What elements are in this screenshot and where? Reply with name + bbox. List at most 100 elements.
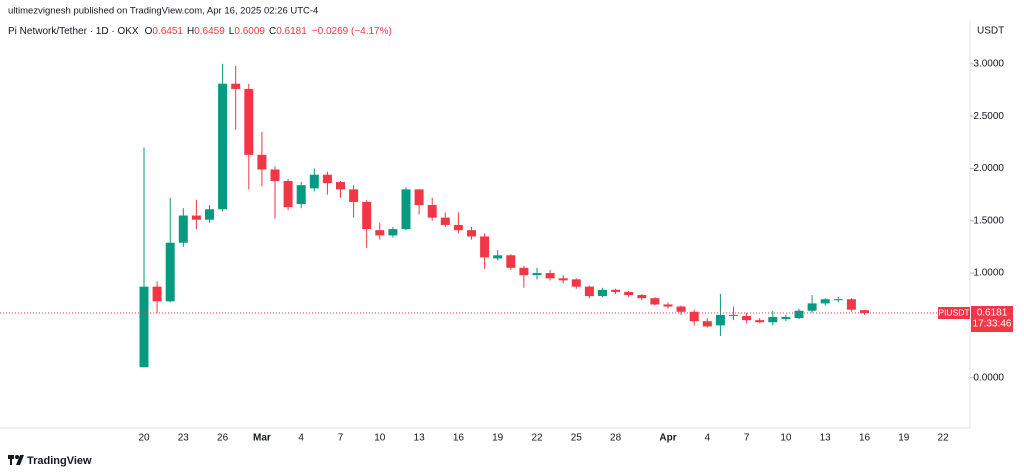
x-tick-label: 4 xyxy=(298,433,304,444)
ohlc-value: 0.6181 xyxy=(276,26,307,37)
symbol-tag-text: PIUSDT xyxy=(938,307,969,317)
candle-body xyxy=(755,320,765,323)
candle-body xyxy=(205,209,214,220)
candle-body xyxy=(584,286,594,297)
candle-body xyxy=(218,83,228,210)
x-tick-label: 25 xyxy=(571,433,583,444)
x-tick-label: 13 xyxy=(414,433,426,444)
x-tick-label: 22 xyxy=(531,433,543,444)
legend-line: Pi Network/Tether · 1D · OKX O0.6451 H0.64… xyxy=(8,26,392,37)
candle-body xyxy=(467,230,476,237)
candle-body xyxy=(414,189,424,206)
x-tick-label: 16 xyxy=(453,433,465,444)
candle-body xyxy=(702,321,712,327)
candle-body xyxy=(257,154,267,170)
symbol-tag xyxy=(938,307,970,320)
candle-body xyxy=(715,314,725,326)
x-tick-label: 7 xyxy=(744,433,750,444)
x-tick-label: 4 xyxy=(705,433,711,444)
x-tick-label: 22 xyxy=(938,433,950,444)
candle-body xyxy=(676,306,686,312)
candle-body xyxy=(152,286,162,302)
candle-body xyxy=(532,273,542,276)
candle-body xyxy=(388,229,398,236)
ohlc-label: O xyxy=(145,26,153,37)
candle-body xyxy=(440,217,450,225)
brand-text: TradingView xyxy=(27,455,92,467)
candle-body xyxy=(650,298,660,305)
candle-body xyxy=(807,303,817,311)
price-tag xyxy=(971,306,1013,333)
candle-body xyxy=(283,181,293,208)
candle-body xyxy=(453,224,463,231)
x-tick-label: 20 xyxy=(138,433,150,444)
candle-body xyxy=(558,278,568,281)
candle-body xyxy=(689,311,699,322)
y-tick-label: 2.0000 xyxy=(973,163,1004,174)
change: −0.0269 (−4.17%) xyxy=(312,26,392,37)
ohlc-value: 0.6459 xyxy=(194,26,225,37)
candle-body xyxy=(362,201,372,230)
candle-body xyxy=(742,315,752,321)
candle-body xyxy=(375,230,385,236)
candle-body xyxy=(401,189,411,230)
ohlc-value: 0.6009 xyxy=(234,26,265,37)
x-tick-label: 7 xyxy=(338,433,344,444)
x-tick-label: 10 xyxy=(374,433,386,444)
candle-body xyxy=(545,273,555,279)
symbol-title: Pi Network/Tether · 1D · OKX xyxy=(8,26,139,37)
candle-body xyxy=(846,299,856,310)
candle-body xyxy=(637,295,647,299)
candle-body xyxy=(191,215,201,220)
candle-body xyxy=(427,205,437,218)
x-tick-label: 10 xyxy=(780,433,792,444)
candle-body xyxy=(598,289,607,297)
candle-body xyxy=(820,299,830,304)
x-tick-label: Apr xyxy=(659,433,676,444)
candle-body xyxy=(349,189,359,202)
candle-body xyxy=(139,286,149,368)
x-tick-label: 28 xyxy=(610,433,622,444)
candle-body xyxy=(860,310,869,314)
y-tick-label: 0.0000 xyxy=(973,372,1004,383)
price-tag-text: 0.6181 xyxy=(977,308,1008,319)
x-tick-label: 26 xyxy=(217,433,229,444)
candle-body xyxy=(493,255,503,259)
candle-body xyxy=(322,174,332,184)
y-tick-label: 1.0000 xyxy=(973,268,1004,279)
candle-body xyxy=(519,267,529,276)
candle-body xyxy=(336,182,345,190)
y-tick-label: 1.5000 xyxy=(973,215,1004,226)
candle-body xyxy=(309,174,319,189)
candle-body xyxy=(165,242,175,302)
x-tick-label: Mar xyxy=(253,433,271,444)
candle-body xyxy=(794,310,804,319)
candle-body xyxy=(270,169,280,182)
candle-body xyxy=(833,299,843,301)
candle-body xyxy=(611,289,621,292)
ohlc-label: H xyxy=(187,26,194,37)
candle-body xyxy=(663,304,673,307)
brand-logo xyxy=(8,455,24,465)
candle-body xyxy=(624,291,634,296)
y-tick-label: 2.5000 xyxy=(973,111,1004,122)
ohlc-label: L xyxy=(229,26,235,37)
x-tick-label: 23 xyxy=(178,433,190,444)
x-tick-label: 13 xyxy=(820,433,832,444)
countdown-text: 17:33:46 xyxy=(973,319,1012,330)
y-tick-label: 3.0000 xyxy=(973,58,1004,69)
candle-body xyxy=(296,185,306,205)
candle-body xyxy=(571,279,581,287)
x-tick-label: 19 xyxy=(492,433,504,444)
publisher-line: ultimezvignesh published on TradingView.… xyxy=(8,6,318,17)
candle-body xyxy=(231,83,241,89)
ohlc-value: 0.6451 xyxy=(152,26,183,37)
candle-body xyxy=(506,255,516,268)
ohlc-label: C xyxy=(269,26,276,37)
candle-body xyxy=(768,317,778,323)
currency-label: USDT xyxy=(977,26,1004,37)
x-tick-label: 16 xyxy=(859,433,871,444)
